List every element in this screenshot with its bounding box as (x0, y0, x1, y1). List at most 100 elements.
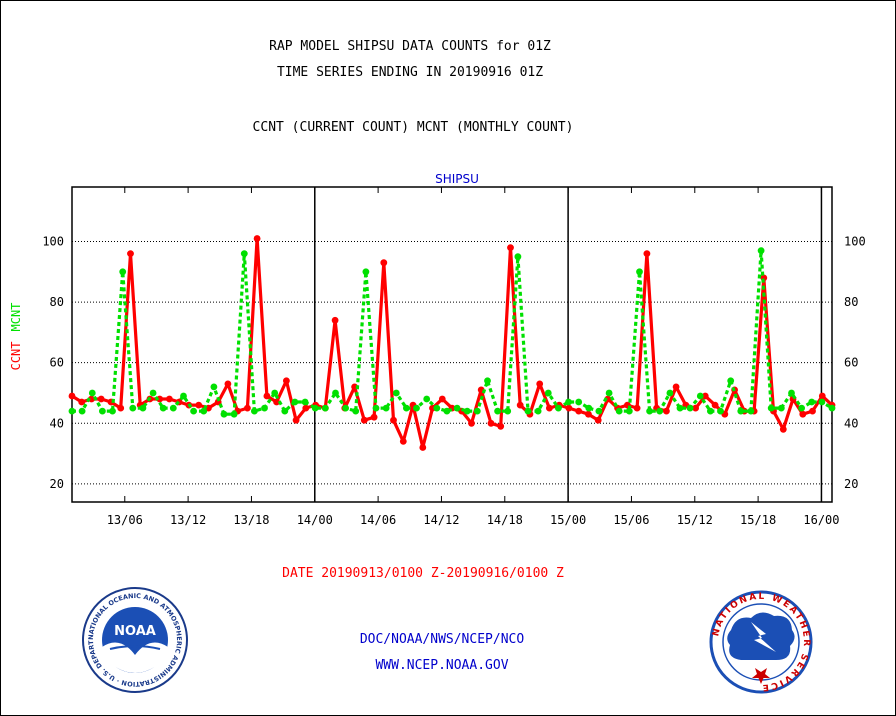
data-point-mcnt (717, 407, 724, 415)
series-line-ccnt (71, 236, 834, 450)
data-point-mcnt (757, 247, 765, 255)
data-point-mcnt (575, 398, 583, 406)
data-point-ccnt (799, 410, 807, 418)
data-point-ccnt (224, 380, 232, 388)
data-point-ccnt (399, 438, 407, 445)
data-point-mcnt (544, 389, 552, 397)
data-point-ccnt (78, 398, 86, 406)
y-tick-label-right: 60 (844, 356, 858, 370)
data-point-ccnt (380, 259, 388, 267)
org-text: DOC/NOAA/NWS/NCEP/NCO (359, 632, 525, 647)
data-point-ccnt (487, 419, 495, 427)
data-point-ccnt (507, 244, 514, 252)
x-tick-label: 15/18 (740, 513, 776, 527)
data-point-mcnt (190, 407, 198, 415)
data-point-mcnt (676, 404, 684, 412)
data-point-mcnt (311, 404, 319, 412)
data-point-ccnt (516, 401, 524, 409)
data-point-ccnt (127, 250, 134, 257)
data-point-ccnt (97, 395, 105, 403)
plot-title: SHIPSU (435, 172, 479, 186)
data-point-mcnt (139, 404, 147, 412)
data-point-mcnt (342, 404, 349, 412)
data-point-mcnt (169, 404, 177, 412)
url-link[interactable]: WWW.NCEP.NOAA.GOV (375, 658, 509, 673)
data-point-mcnt (433, 404, 441, 412)
data-point-mcnt (261, 404, 268, 412)
data-point-ccnt (166, 395, 173, 403)
data-point-mcnt (88, 389, 96, 397)
y-tick-label-left: 80 (50, 295, 64, 309)
data-point-mcnt (372, 404, 380, 412)
data-point-mcnt (625, 407, 633, 415)
y-tick-label-left: 60 (50, 356, 64, 370)
nws-logo: NATIONAL WEATHER SERVICE (709, 590, 813, 694)
data-point-mcnt (271, 389, 279, 397)
data-point-ccnt (195, 401, 203, 409)
x-tick-label: 14/00 (297, 513, 333, 527)
data-point-mcnt (78, 407, 86, 415)
data-point-mcnt (636, 268, 643, 276)
data-point-ccnt (818, 392, 826, 400)
y-tick-label-right: 20 (844, 477, 858, 491)
plot-area-frame (71, 186, 833, 503)
data-point-mcnt (777, 404, 785, 412)
data-point-ccnt (419, 444, 427, 451)
data-point-mcnt (494, 407, 501, 415)
data-point-mcnt (180, 392, 187, 400)
data-point-ccnt (643, 250, 651, 257)
chart-title-line2: TIME SERIES ENDING IN 20190916 01Z (276, 65, 544, 80)
data-point-mcnt (828, 404, 836, 412)
y-tick-label-right: 40 (844, 416, 858, 430)
data-point-mcnt (210, 383, 218, 391)
data-point-ccnt (283, 377, 290, 385)
x-tick-label: 14/12 (423, 513, 459, 527)
data-point-mcnt (291, 398, 299, 406)
y-tick-label-left: 20 (50, 477, 64, 491)
data-point-ccnt (711, 401, 719, 409)
data-point-ccnt (809, 407, 816, 415)
data-point-mcnt (696, 392, 704, 400)
data-point-mcnt (220, 410, 228, 418)
data-point-mcnt (413, 404, 420, 412)
data-point-ccnt (692, 404, 699, 412)
data-point-ccnt (292, 416, 300, 424)
y-tick-label-left: 100 (42, 235, 64, 249)
x-tick-label: 13/18 (233, 513, 269, 527)
chart-subtitle: CCNT (CURRENT COUNT) MCNT (MONTHLY COUNT… (252, 120, 574, 135)
chart-title-line1: RAP MODEL SHIPSU DATA COUNTS for 01Z (269, 39, 551, 54)
data-point-mcnt (666, 389, 674, 397)
data-point-mcnt (463, 407, 471, 415)
data-point-mcnt (555, 404, 562, 412)
x-tick-label: 15/06 (613, 513, 649, 527)
data-point-ccnt (701, 392, 709, 400)
data-point-ccnt (302, 404, 310, 412)
data-point-mcnt (403, 404, 410, 412)
x-tick-label: 13/12 (170, 513, 206, 527)
chart-svg: 20 20 40 40 60 60 80 80 100 100 13/06 13/12 13/18 14/… (9, 172, 866, 527)
data-point-ccnt (273, 398, 280, 406)
data-point-ccnt (497, 422, 505, 430)
noaa-logo: NATIONAL OCEANIC AND ATMOSPHERIC ADMINIS… (80, 585, 188, 693)
y-tick-label-right: 80 (844, 295, 858, 309)
data-point-ccnt (390, 416, 397, 424)
y-tick-label-left: 40 (50, 416, 64, 430)
data-point-mcnt (605, 389, 613, 397)
data-point-mcnt (382, 404, 390, 412)
x-tick-label: 14/18 (487, 513, 523, 527)
x-tick-label: 15/00 (550, 513, 586, 527)
data-point-mcnt (200, 407, 208, 415)
data-point-mcnt (788, 389, 795, 397)
data-point-mcnt (443, 407, 451, 415)
data-point-mcnt (737, 407, 745, 415)
data-point-mcnt (281, 407, 289, 415)
data-point-mcnt (808, 398, 816, 406)
data-point-ccnt (546, 404, 553, 412)
y-tick-label-right: 100 (844, 235, 866, 249)
data-point-mcnt (504, 407, 512, 415)
data-point-mcnt (798, 404, 805, 412)
data-point-ccnt (331, 316, 339, 324)
data-point-ccnt (370, 413, 378, 421)
data-point-mcnt (332, 389, 339, 397)
data-point-ccnt (117, 404, 125, 412)
